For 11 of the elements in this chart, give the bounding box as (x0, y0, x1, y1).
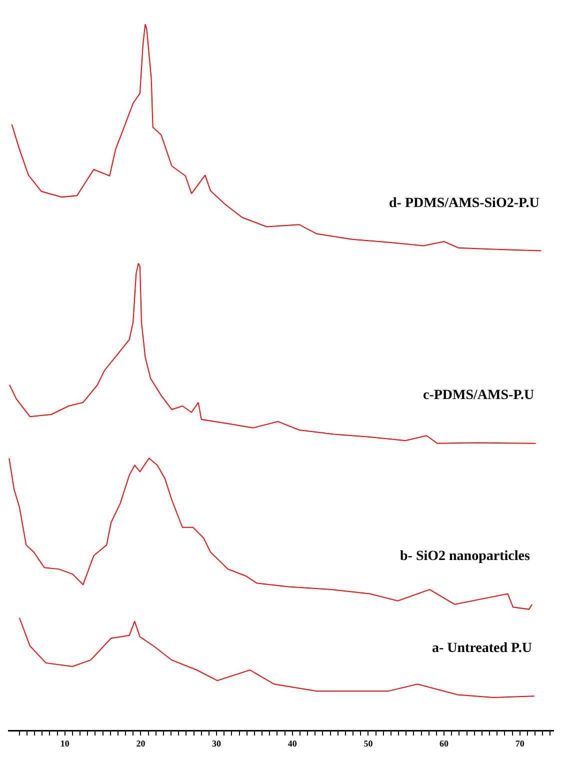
x-tick-label: 50 (364, 738, 374, 748)
x-tick-label: 30 (212, 738, 222, 748)
text: c-PDMS/AMS-P.U (423, 388, 534, 403)
text: b- SiO2 nanoparticles (400, 549, 530, 564)
x-tick-label: 70 (515, 738, 525, 748)
text: a- Untreated P.U (432, 641, 532, 656)
x-tick-label: 10 (60, 738, 70, 748)
x-tick-label: 20 (136, 738, 146, 748)
x-tick-label: 60 (440, 738, 450, 748)
text: d- PDMS/AMS-SiO2-P.U (389, 196, 540, 211)
x-tick-label: 40 (288, 738, 298, 748)
